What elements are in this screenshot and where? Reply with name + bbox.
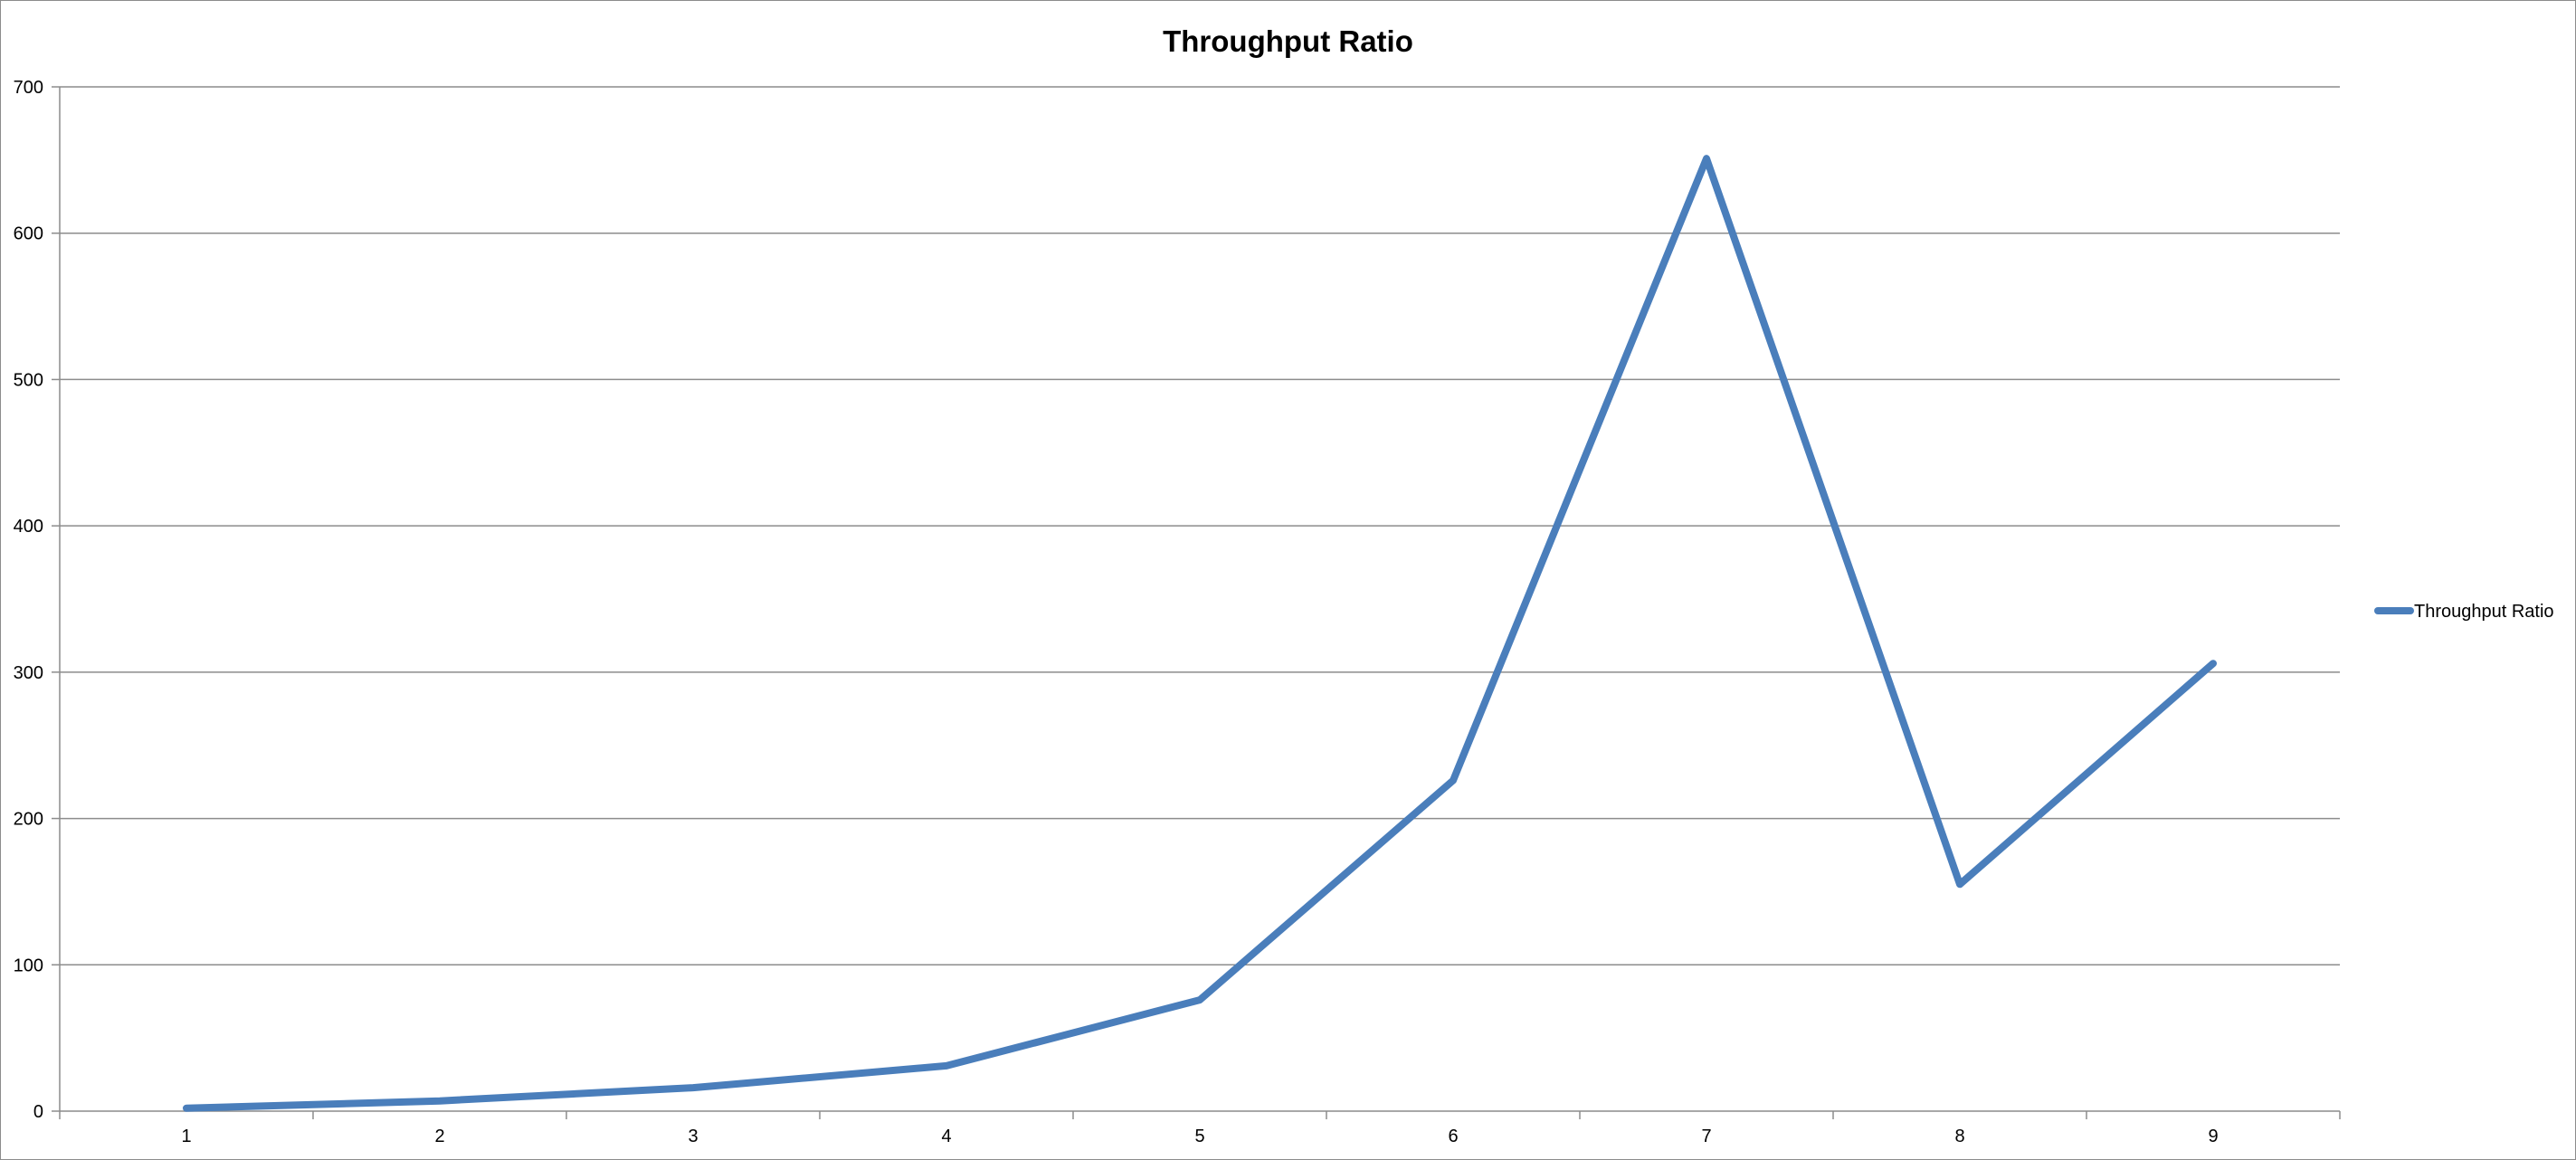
y-tick-label: 300	[14, 663, 43, 683]
x-tick-label: 3	[688, 1127, 698, 1146]
axes	[59, 87, 2340, 1112]
x-tick-label: 5	[1194, 1127, 1204, 1146]
x-axis-ticks: 1 2 3 4 5 6 7 8 9	[59, 1111, 2341, 1146]
x-tick-label: 6	[1448, 1127, 1458, 1146]
y-tick-label: 0	[33, 1102, 43, 1122]
legend-label: Throughput Ratio	[2414, 602, 2554, 622]
legend: Throughput Ratio	[2374, 602, 2554, 622]
x-tick-label: 2	[434, 1127, 444, 1146]
y-tick-label: 500	[14, 370, 43, 390]
y-tick-label: 200	[14, 810, 43, 830]
series-line-0	[183, 155, 2217, 1112]
x-tick-label: 1	[181, 1127, 191, 1146]
gridlines	[60, 86, 2340, 966]
y-tick-label: 700	[14, 78, 43, 98]
x-tick-label: 7	[1701, 1127, 1711, 1146]
x-tick-label: 9	[2208, 1127, 2218, 1146]
y-axis-ticks: 0 100 200 300 400 500 600 700	[14, 78, 60, 1122]
y-tick-label: 100	[14, 956, 43, 975]
y-tick-label: 600	[14, 224, 43, 244]
chart-title: Throughput Ratio	[1163, 24, 1413, 58]
y-tick-label: 400	[14, 517, 43, 537]
series-layer	[183, 155, 2217, 1112]
x-tick-label: 4	[941, 1127, 951, 1146]
x-tick-label: 8	[1954, 1127, 1964, 1146]
